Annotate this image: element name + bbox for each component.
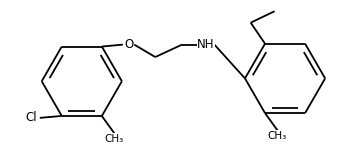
Text: Cl: Cl (25, 111, 37, 124)
Text: O: O (124, 38, 133, 51)
Text: CH₃: CH₃ (104, 134, 124, 144)
Text: CH₃: CH₃ (268, 131, 287, 141)
Text: NH: NH (197, 38, 215, 51)
